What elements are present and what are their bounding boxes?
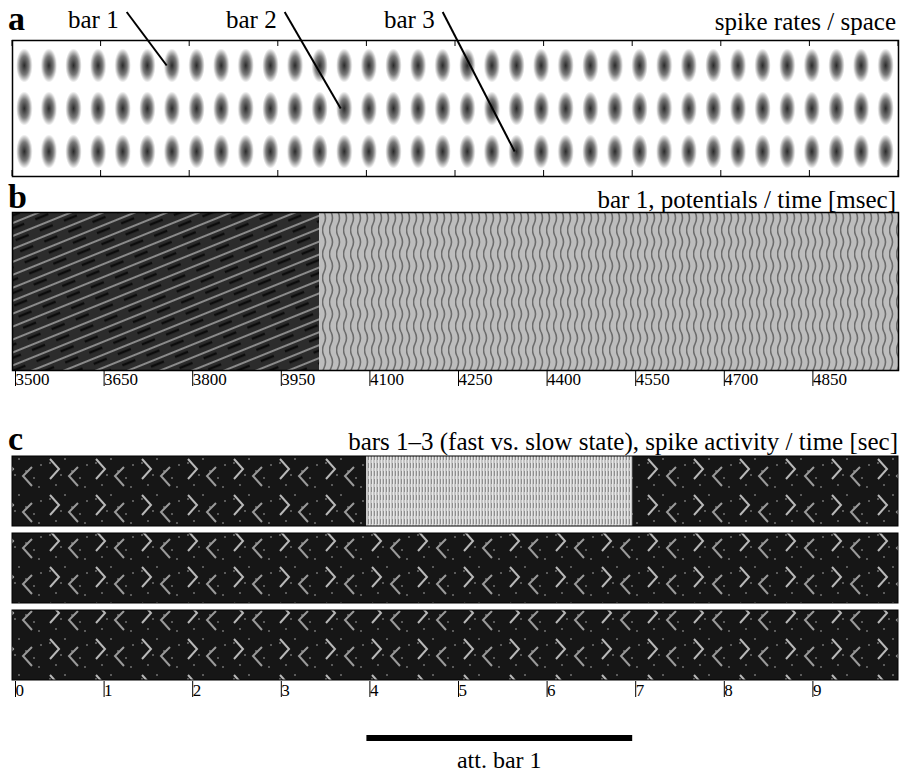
svg-text:2: 2 [193, 681, 202, 700]
svg-text:a: a [8, 0, 25, 37]
svg-text:9: 9 [813, 681, 822, 700]
svg-text:0: 0 [16, 681, 25, 700]
svg-text:3: 3 [281, 681, 290, 700]
svg-text:bars 1–3 (fast vs. slow state): bars 1–3 (fast vs. slow state), spike ac… [348, 428, 898, 456]
svg-text:4: 4 [370, 681, 379, 700]
svg-text:4250: 4250 [459, 370, 493, 389]
svg-text:att. bar 1: att. bar 1 [457, 747, 542, 773]
svg-text:8: 8 [724, 681, 733, 700]
svg-text:b: b [8, 178, 27, 215]
svg-text:5: 5 [459, 681, 468, 700]
svg-text:bar 3: bar 3 [384, 6, 435, 33]
svg-text:4400: 4400 [547, 370, 581, 389]
svg-text:7: 7 [636, 681, 645, 700]
svg-text:3500: 3500 [16, 370, 50, 389]
svg-text:1: 1 [104, 681, 113, 700]
svg-text:bar 2: bar 2 [226, 6, 277, 33]
svg-text:3950: 3950 [281, 370, 315, 389]
svg-text:3650: 3650 [104, 370, 138, 389]
svg-text:spike rates / space: spike rates / space [715, 8, 896, 35]
svg-text:4700: 4700 [724, 370, 758, 389]
svg-text:bar 1: bar 1 [68, 6, 119, 33]
svg-text:6: 6 [547, 681, 556, 700]
svg-text:bar 1, potentials / time [msec: bar 1, potentials / time [msec] [597, 186, 896, 213]
svg-text:4850: 4850 [813, 370, 847, 389]
svg-text:3800: 3800 [193, 370, 227, 389]
svg-text:4100: 4100 [370, 370, 404, 389]
svg-text:c: c [8, 420, 23, 457]
svg-text:4550: 4550 [636, 370, 670, 389]
